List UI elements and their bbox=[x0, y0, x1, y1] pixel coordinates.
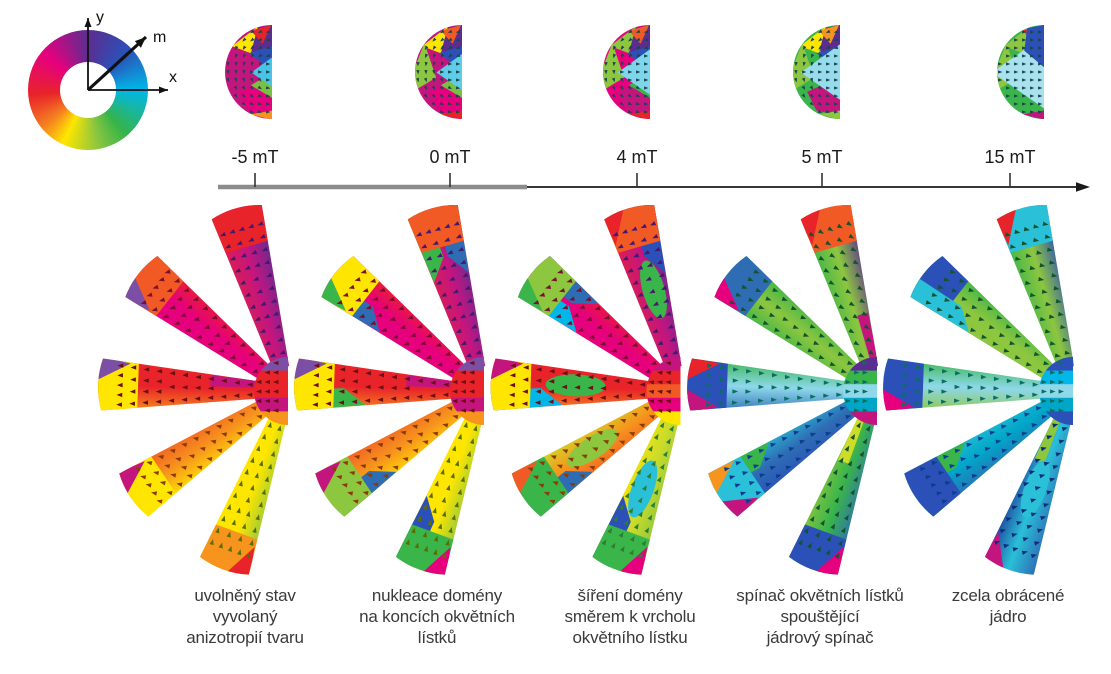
flower-state-5 bbox=[882, 203, 1075, 575]
petal-1 bbox=[603, 202, 682, 371]
petal-5 bbox=[983, 410, 1073, 575]
x-axis-label: x bbox=[169, 69, 177, 86]
m-vector-label: m bbox=[153, 29, 166, 46]
semicircle-core-state-2 bbox=[415, 25, 462, 119]
petal-3 bbox=[686, 358, 856, 413]
petal-5 bbox=[788, 410, 877, 579]
field-axis-arrowhead bbox=[1076, 182, 1090, 192]
flower-state-1 bbox=[97, 203, 290, 579]
caption-state-1: uvolněný stav vyvolaný anizotropií tvaru bbox=[186, 586, 304, 647]
semicircle-core-state-1 bbox=[225, 25, 272, 119]
caption-state-4: spínač okvětních lístků spouštějící jádrov… bbox=[736, 586, 904, 647]
field-tick-label-3: 4 mT bbox=[616, 147, 658, 167]
flower-state-3 bbox=[489, 202, 682, 579]
petal-5 bbox=[591, 410, 680, 579]
flower-hub bbox=[843, 357, 877, 425]
petal-5 bbox=[394, 410, 484, 579]
petal-4 bbox=[508, 397, 666, 519]
semicircle-core-state-3 bbox=[603, 25, 650, 119]
caption-state-5: zcela obrácené jádro bbox=[951, 586, 1065, 626]
petal-3 bbox=[489, 358, 659, 412]
petal-3 bbox=[97, 358, 267, 412]
petal-1 bbox=[799, 203, 880, 371]
caption-state-2: nukleace domény na koncích okvětních lístk… bbox=[359, 586, 515, 647]
caption-state-3: šíření domény směrem k vrcholu okvětního l… bbox=[564, 586, 696, 647]
petal-3 bbox=[293, 358, 463, 412]
field-axis bbox=[218, 173, 1090, 192]
flower-state-2 bbox=[293, 202, 486, 579]
petal-3 bbox=[882, 358, 1052, 413]
petal-1 bbox=[406, 202, 486, 371]
field-tick-label-5: 15 mT bbox=[984, 147, 1036, 167]
petal-1 bbox=[995, 203, 1075, 371]
flower-hub bbox=[450, 357, 484, 425]
field-tick-label-4: 5 mT bbox=[801, 147, 843, 167]
semicircle-core-state-4 bbox=[793, 25, 840, 119]
semicircle-core-state-5 bbox=[997, 25, 1044, 119]
flower-state-4 bbox=[686, 203, 880, 579]
y-axis-label: y bbox=[96, 9, 104, 26]
field-tick-label-2: 0 mT bbox=[429, 147, 471, 167]
field-tick-label-1: -5 mT bbox=[231, 147, 279, 167]
petal-1 bbox=[210, 203, 290, 371]
petal-5 bbox=[199, 410, 288, 579]
legend-axes: y x m bbox=[84, 9, 177, 94]
petal-4 bbox=[311, 397, 469, 519]
